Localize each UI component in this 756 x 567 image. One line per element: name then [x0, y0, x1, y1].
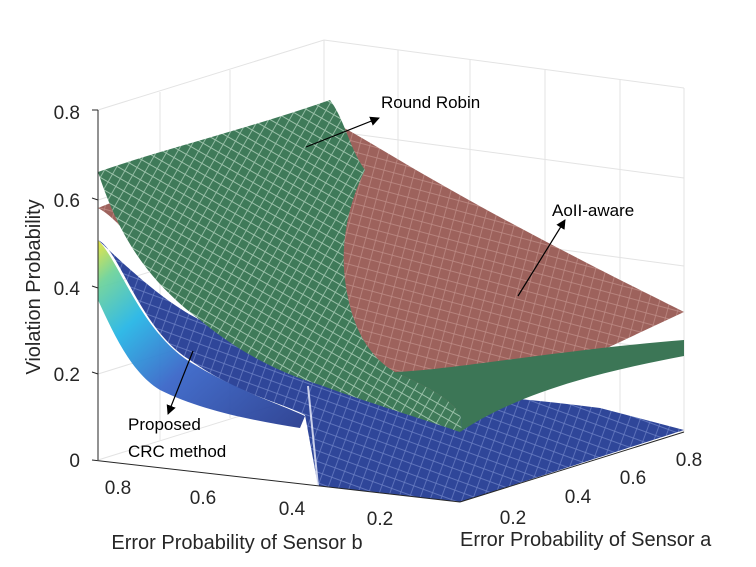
- y-tick-labels: 0.2 0.4 0.6 0.8: [500, 450, 702, 529]
- annotation-aoii-aware-text: AoII-aware: [552, 201, 634, 220]
- y-tick-0: 0.2: [500, 508, 526, 529]
- x-tick-0: 0.8: [105, 478, 131, 499]
- z-axis-label: Violation Probability: [23, 199, 45, 374]
- surface-round-robin: [98, 100, 684, 432]
- annotation-proposed-line2: CRC method: [128, 442, 226, 461]
- annotation-aoii-aware: AoII-aware: [517, 201, 634, 297]
- z-tick-4: 0.8: [54, 103, 80, 124]
- z-tick-0: 0: [69, 451, 80, 472]
- annotation-proposed-line1: Proposed: [128, 415, 201, 434]
- y-tick-3: 0.8: [676, 450, 702, 471]
- z-tick-labels: 0 0.2 0.4 0.6 0.8: [54, 103, 81, 472]
- x-tick-3: 0.2: [367, 509, 393, 530]
- annotation-round-robin: Round Robin: [305, 93, 480, 148]
- surface-proposed-crc: [98, 240, 684, 502]
- z-tick-3: 0.6: [54, 191, 80, 212]
- x-tick-1: 0.6: [190, 488, 216, 509]
- y-axis-label: Error Probability of Sensor a: [460, 529, 712, 551]
- axes-front: [91, 109, 685, 503]
- annotation-proposed-crc: Proposed CRC method: [128, 350, 226, 461]
- y-tick-2: 0.6: [620, 468, 646, 489]
- z-tick-1: 0.2: [54, 365, 80, 386]
- x-tick-2: 0.4: [279, 499, 306, 520]
- y-tick-1: 0.4: [565, 487, 592, 508]
- z-tick-2: 0.4: [54, 279, 81, 300]
- x-tick-labels: 0.8 0.6 0.4 0.2: [105, 478, 393, 530]
- annotation-round-robin-text: Round Robin: [381, 93, 480, 112]
- x-axis-label: Error Probability of Sensor b: [111, 532, 362, 554]
